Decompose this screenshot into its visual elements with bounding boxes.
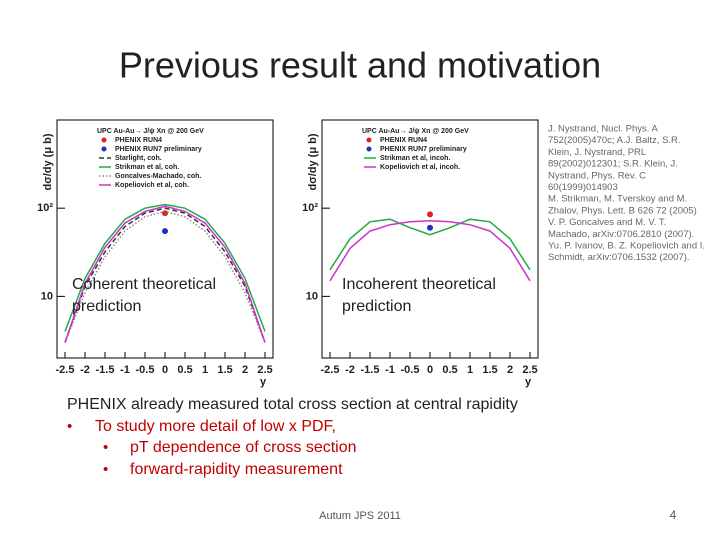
x-tick-label: -2.5 — [321, 364, 340, 376]
x-tick-label: 2.5 — [522, 364, 537, 376]
bullet-glyph: • — [103, 461, 108, 478]
reference-line: Zhalov, Phys. Lett. B 626 72 (2005) — [548, 205, 697, 216]
data-point — [427, 224, 433, 231]
legend-marker — [366, 146, 372, 152]
x-tick-label: -0.5 — [401, 364, 420, 376]
legend-label: Kopeliovich et al, incoh. — [380, 164, 460, 171]
x-tick-label: 2.5 — [257, 364, 272, 376]
reference-line: J. Nystrand, Nucl. Phys. A — [548, 124, 658, 135]
curve — [64, 203, 266, 332]
legend-label: PHENIX RUN4 — [380, 137, 427, 144]
bullet-text: To study more detail of low x PDF, — [95, 418, 336, 435]
data-point — [162, 228, 168, 235]
legend-marker — [101, 137, 107, 143]
curve — [329, 218, 531, 271]
sub-bullet-text: forward-rapidity measurement — [130, 461, 343, 478]
footer: Autum JPS 2011 — [319, 510, 401, 522]
bullet-glyph: • — [67, 418, 72, 435]
x-tick-label: 1.5 — [482, 364, 497, 376]
data-point — [427, 211, 433, 218]
x-tick-label: -1 — [120, 364, 130, 376]
curve — [329, 220, 531, 282]
reference-line: Klein, J. Nystrand, PRL — [548, 147, 646, 158]
x-tick-label: 1.5 — [217, 364, 232, 376]
reference-line: 752(2005)470c; A.J. Baltz, S.R. — [548, 135, 681, 146]
reference-line: Schmidt, arXiv:0706.1532 (2007). — [548, 252, 690, 263]
reference-line: Yu. P. Ivanov, B. Z. Kopeliovich and I. — [548, 241, 705, 252]
x-tick-label: 2 — [242, 364, 248, 376]
x-tick-label: 2 — [507, 364, 513, 376]
overlay-text: prediction — [72, 298, 141, 315]
x-tick-label: -0.5 — [136, 364, 155, 376]
page-number: 4 — [670, 508, 677, 522]
x-axis-label: y — [525, 376, 532, 388]
y-tick-label: 10² — [302, 202, 318, 214]
x-tick-label: -1.5 — [361, 364, 380, 376]
x-tick-label: 0.5 — [442, 364, 457, 376]
y-tick-label: 10 — [41, 290, 53, 302]
x-tick-label: 0.5 — [177, 364, 192, 376]
y-axis-label: dσ/dy (μ b) — [307, 133, 319, 190]
x-tick-label: -2.5 — [56, 364, 75, 376]
x-tick-label: 1 — [467, 364, 473, 376]
legend-title: UPC Au-Au→ J/ψ Xn @ 200 GeV — [362, 128, 469, 135]
bullet-glyph: • — [103, 439, 108, 456]
legend-marker — [366, 137, 372, 143]
reference-line: M. Strikman, M. Tverskoy and M. — [548, 194, 687, 205]
legend-label: PHENIX RUN7 preliminary — [380, 146, 467, 153]
legend-label: Goncalves-Machado, coh. — [115, 173, 201, 180]
y-tick-label: 10 — [306, 290, 318, 302]
overlay-text: prediction — [342, 298, 411, 315]
data-point — [162, 210, 168, 217]
x-tick-label: 0 — [162, 364, 168, 376]
y-axis-label: dσ/dy (μ b) — [42, 133, 54, 190]
overlay-text: Incoherent theoretical — [342, 276, 496, 293]
y-tick-label: 10² — [37, 202, 53, 214]
x-tick-label: -1 — [385, 364, 395, 376]
x-tick-label: -1.5 — [96, 364, 115, 376]
x-axis-label: y — [260, 376, 267, 388]
reference-line: Nystrand, Phys. Rev. C — [548, 170, 646, 181]
reference-line: Machado, arXiv:0706.2810 (2007). — [548, 229, 694, 240]
overlay-text: Coherent theoretical — [72, 276, 216, 293]
x-tick-label: -2 — [345, 364, 355, 376]
curve — [64, 207, 266, 343]
curve — [64, 205, 266, 343]
x-tick-label: 1 — [202, 364, 208, 376]
legend-label: PHENIX RUN4 — [115, 137, 162, 144]
x-tick-label: 0 — [427, 364, 433, 376]
reference-line: 89(2002)012301; S.R. Klein, J. — [548, 159, 678, 170]
legend-title: UPC Au-Au→ J/ψ Xn @ 200 GeV — [97, 128, 204, 135]
reference-line: V. P. Goncalves and M. V. T. — [548, 217, 666, 228]
legend-label: PHENIX RUN7 preliminary — [115, 146, 202, 153]
legend-label: Strikman et al, incoh. — [380, 155, 450, 162]
reference-line: 60(1999)014903 — [548, 182, 618, 193]
legend-marker — [101, 146, 107, 152]
slide-title: Previous result and motivation — [119, 45, 601, 86]
sub-bullet-text: pT dependence of cross section — [130, 439, 357, 456]
x-tick-label: -2 — [80, 364, 90, 376]
curve — [64, 210, 266, 343]
legend-label: Strikman et al, coh. — [115, 164, 179, 171]
legend-label: Kopeliovich et al, coh. — [115, 182, 189, 189]
legend-label: Starlight, coh. — [115, 155, 162, 162]
lead-text: PHENIX already measured total cross sect… — [67, 396, 518, 413]
